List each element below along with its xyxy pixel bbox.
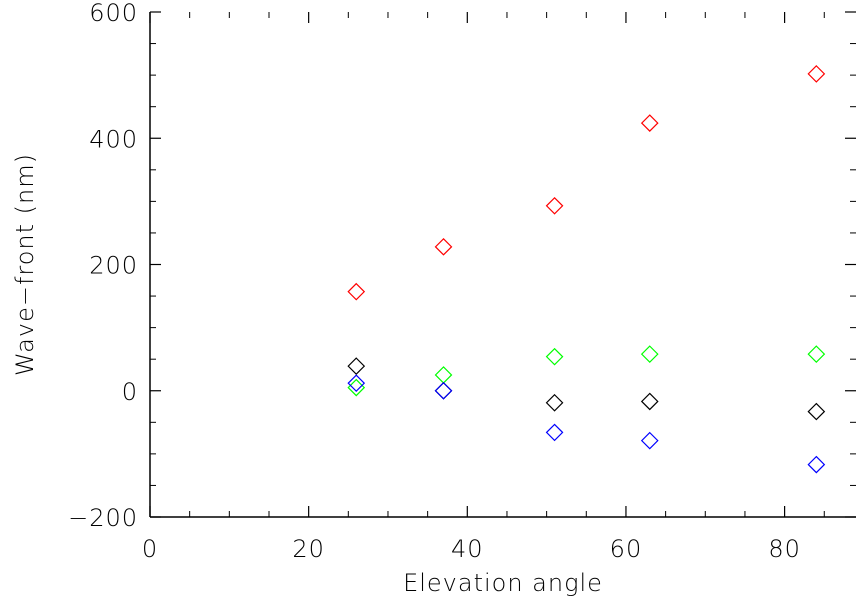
data-points — [347, 65, 826, 474]
data-point-diamond — [807, 345, 826, 363]
y-tick-label: 600 — [89, 0, 138, 27]
x-tick-label: 20 — [292, 535, 325, 563]
x-tick-label: 0 — [142, 535, 158, 563]
y-tick-label: 400 — [89, 125, 138, 153]
data-point-diamond — [347, 282, 366, 301]
ticks — [149, 11, 856, 518]
y-tick-label: 200 — [89, 252, 138, 280]
data-point-diamond — [545, 196, 564, 215]
data-point-diamond — [545, 393, 564, 412]
data-point-diamond — [640, 431, 659, 450]
data-point-diamond — [347, 357, 366, 375]
x-tick-label: 80 — [768, 535, 801, 563]
data-point-diamond — [434, 381, 453, 400]
data-point-diamond — [347, 378, 366, 397]
y-tick-label: −200 — [68, 504, 138, 532]
x-tick-label: 60 — [610, 535, 643, 563]
data-point-diamond — [807, 402, 826, 421]
axes — [149, 12, 856, 518]
data-point-diamond — [545, 347, 564, 366]
data-point-diamond — [434, 366, 453, 384]
data-point-diamond — [807, 455, 826, 474]
x-axis-label: Elevation angle — [403, 569, 603, 597]
data-point-diamond — [640, 392, 659, 411]
data-point-diamond — [347, 374, 366, 393]
y-axis-label: Wave−front (nm) — [11, 153, 39, 376]
data-point-diamond — [434, 381, 453, 400]
data-point-diamond — [640, 345, 659, 363]
data-point-diamond — [545, 423, 564, 442]
x-tick-label: 40 — [451, 535, 484, 563]
data-point-diamond — [807, 65, 826, 83]
data-point-diamond — [640, 114, 659, 132]
y-tick-label: 0 — [122, 378, 138, 406]
data-point-diamond — [434, 237, 453, 256]
